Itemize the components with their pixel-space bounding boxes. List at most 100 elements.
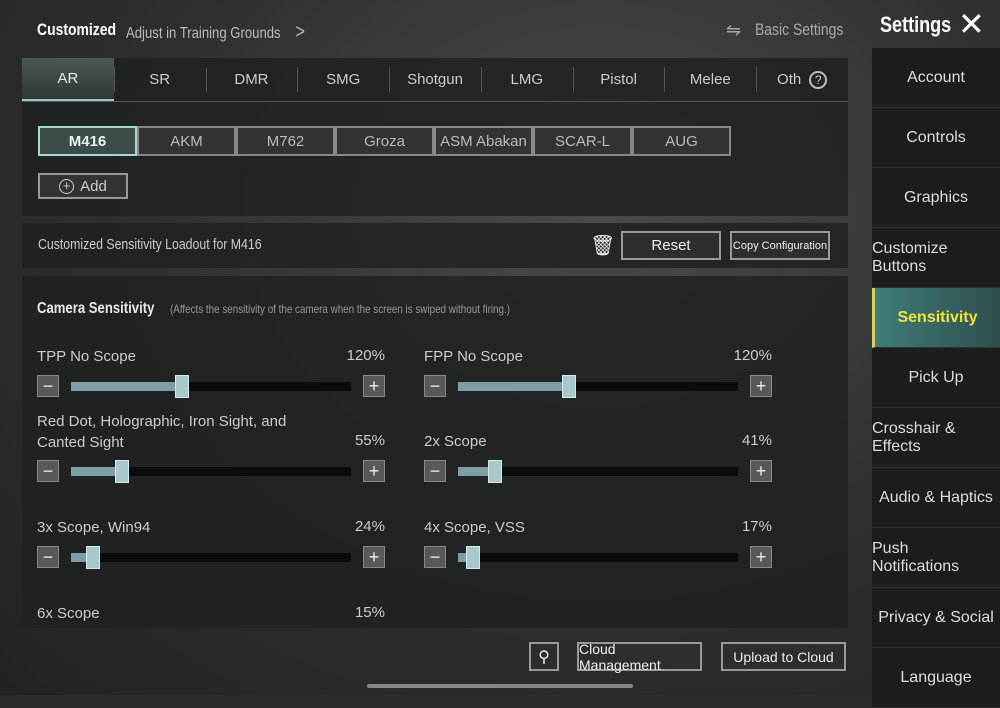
slider-thumb[interactable] [562, 375, 577, 398]
tab-ar[interactable]: AR [22, 58, 114, 101]
sidebar-item-push-notifications[interactable]: Push Notifications [872, 528, 1000, 588]
slider-thumb[interactable] [488, 460, 503, 483]
close-icon[interactable]: ✕ [958, 6, 985, 42]
cloud-management-label: Cloud Management [579, 640, 661, 673]
trash-icon[interactable]: 🗑 [590, 235, 616, 257]
tab-oth[interactable]: Oth? [756, 58, 848, 101]
weapon-m416[interactable]: M416 [38, 126, 137, 156]
slider-thumb[interactable] [114, 460, 129, 483]
weapon-akm[interactable]: AKM [137, 126, 236, 156]
slider-track[interactable] [458, 546, 738, 569]
sidebar-item-label: Language [900, 668, 972, 686]
increase-button[interactable]: + [750, 460, 772, 482]
tab-label: SMG [326, 71, 361, 88]
help-icon[interactable]: ? [809, 70, 828, 89]
camera-sensitivity-title: Camera Sensitivity [37, 300, 155, 317]
weapon-m762[interactable]: M762 [236, 126, 335, 156]
increase-button[interactable]: + [750, 375, 772, 397]
sidebar-item-crosshair-effects[interactable]: Crosshair & Effects [872, 408, 1000, 468]
sidebar-item-language[interactable]: Language [872, 648, 1000, 708]
slider-label: 2x Scope [424, 433, 487, 450]
slider-fill [458, 382, 570, 391]
sidebar-item-label: Account [907, 68, 965, 86]
increase-button[interactable]: + [363, 375, 385, 397]
weapon-label: ASM Abakan [440, 132, 527, 150]
sidebar-item-controls[interactable]: Controls [872, 108, 1000, 168]
weapon-scar-l[interactable]: SCAR-L [533, 126, 632, 156]
copy-configuration-button[interactable]: Copy Configuration [730, 231, 830, 260]
slider-track[interactable] [71, 546, 351, 569]
slider-track[interactable] [458, 460, 738, 483]
sidebar-item-label: Privacy & Social [878, 608, 994, 626]
slider-label: 3x Scope, Win94 [37, 519, 151, 536]
tab-label: Pistol [600, 71, 637, 88]
slider-fill [71, 553, 93, 562]
tab-label: LMG [510, 71, 544, 88]
sidebar-item-account[interactable]: Account [872, 48, 1000, 108]
swap-icon[interactable]: ⇋ [726, 20, 742, 40]
increase-button[interactable]: + [750, 546, 772, 568]
tab-melee[interactable]: Melee [664, 58, 756, 101]
slider-track[interactable] [71, 460, 351, 483]
cloud-management-button[interactable]: Cloud Management [577, 640, 702, 673]
slider-track[interactable] [71, 375, 351, 398]
sidebar-item-graphics[interactable]: Graphics [872, 168, 1000, 228]
upload-to-cloud-button[interactable]: Upload to Cloud [721, 642, 846, 671]
weapon-groza[interactable]: Groza [335, 126, 434, 156]
sidebar-item-sensitivity[interactable]: Sensitivity [872, 288, 1000, 348]
add-weapon-button[interactable]: + Add [38, 173, 128, 199]
slider-value: 120% [346, 347, 385, 364]
decrease-button[interactable]: − [37, 546, 59, 568]
scrollbar[interactable] [367, 684, 633, 688]
camera-sensitivity-note: (Affects the sensitivity of the camera w… [170, 302, 511, 316]
slider-thumb[interactable] [175, 375, 190, 398]
settings-title: Settings [880, 12, 952, 37]
plus-circle-icon: + [59, 178, 75, 194]
tab-smg[interactable]: SMG [297, 58, 389, 101]
chevron-right-icon: > [295, 21, 305, 43]
tab-dmr[interactable]: DMR [205, 58, 298, 101]
training-grounds-label: Adjust in Training Grounds [126, 25, 281, 42]
sidebar-item-privacy-social[interactable]: Privacy & Social [872, 588, 1000, 648]
mode-title: Customized [37, 20, 117, 39]
weapon-asm-abakan[interactable]: ASM Abakan [434, 126, 533, 156]
increase-button[interactable]: + [363, 546, 385, 568]
tab-pistol[interactable]: Pistol [572, 58, 665, 101]
slider-label: 6x Scope [37, 605, 100, 622]
sidebar-item-customize-buttons[interactable]: Customize Buttons [872, 228, 1000, 288]
tab-label: Melee [689, 71, 731, 88]
slider-row: FPP No Scope 120% − + [424, 346, 772, 406]
weapon-aug[interactable]: AUG [632, 126, 731, 156]
training-grounds-link[interactable]: Adjust in Training Grounds > [126, 21, 305, 44]
slider-thumb[interactable] [465, 546, 480, 569]
search-icon: ⚲ [538, 648, 550, 666]
weapon-label: M416 [68, 132, 107, 150]
tab-shotgun[interactable]: Shotgun [389, 58, 481, 101]
slider-fill [71, 467, 122, 476]
search-button[interactable]: ⚲ [529, 642, 559, 671]
sidebar-item-audio-haptics[interactable]: Audio & Haptics [872, 468, 1000, 528]
decrease-button[interactable]: − [37, 460, 59, 482]
tab-lmg[interactable]: LMG [480, 58, 573, 101]
slider-fill [458, 467, 496, 476]
weapon-list: M416 AKM M762 Groza ASM Abakan SCAR-L AUG [38, 126, 731, 156]
decrease-button[interactable]: − [424, 460, 446, 482]
increase-button[interactable]: + [363, 460, 385, 482]
reset-button[interactable]: Reset [621, 231, 721, 260]
slider-track[interactable] [458, 375, 738, 398]
basic-settings-button[interactable]: Basic Settings [755, 20, 844, 39]
slider-thumb[interactable] [85, 546, 100, 569]
tab-label: SR [149, 71, 171, 88]
sidebar-item-pick-up[interactable]: Pick Up [872, 348, 1000, 408]
slider-row: 2x Scope 41% − + [424, 411, 772, 483]
tab-label: Shotgun [407, 71, 463, 88]
upload-label: Upload to Cloud [733, 648, 834, 665]
slider-value: 120% [733, 347, 772, 364]
decrease-button[interactable]: − [37, 375, 59, 397]
slider-row: TPP No Scope 120% − + [37, 346, 385, 406]
sidebar-item-label: Graphics [903, 188, 969, 206]
slider-value: 41% [741, 432, 772, 449]
decrease-button[interactable]: − [424, 375, 446, 397]
tab-sr[interactable]: SR [113, 58, 206, 101]
decrease-button[interactable]: − [424, 546, 446, 568]
